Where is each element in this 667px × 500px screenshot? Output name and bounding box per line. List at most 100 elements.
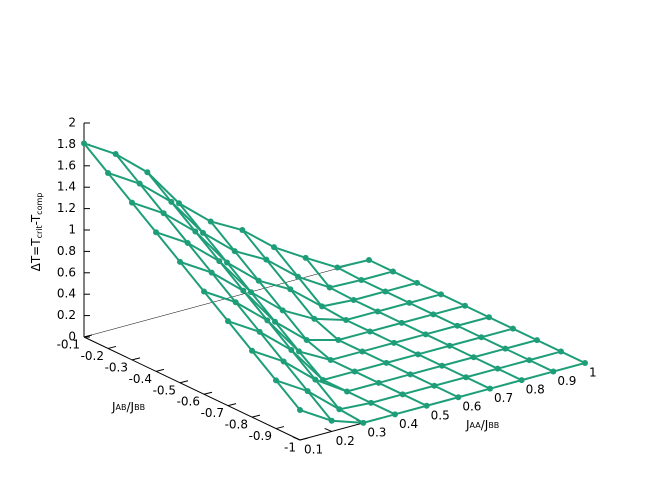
surface-point [350, 297, 357, 303]
y-tick [107, 345, 117, 349]
surface-point [406, 299, 413, 306]
surface-point [343, 317, 349, 323]
surface-point [415, 351, 421, 358]
surface-column [83, 142, 301, 411]
surface-point [239, 227, 246, 234]
surface-point [494, 365, 501, 372]
surface-row [251, 339, 538, 393]
surface-point [326, 284, 333, 291]
surface-point [216, 258, 223, 265]
y-tick-label: -0.7 [201, 406, 224, 420]
surface-point [446, 342, 453, 349]
y-tick [83, 334, 93, 338]
y-label-part: /J [127, 400, 135, 414]
surface-point [297, 407, 303, 414]
surface-point [430, 311, 437, 318]
surface-point [368, 399, 374, 406]
y-tick-label: -0.9 [249, 429, 272, 443]
z-tick-label: 1.4 [57, 180, 76, 194]
y-label-part: AB [116, 403, 127, 412]
surface-column [273, 246, 491, 390]
surface-row [179, 260, 466, 342]
surface-point [207, 218, 214, 225]
surface-point [304, 388, 311, 395]
surface-point [263, 256, 270, 263]
surface-point [295, 273, 301, 280]
surface-point [463, 374, 469, 381]
y-tick [299, 437, 309, 441]
surface-point [319, 303, 325, 310]
surface-point [168, 198, 175, 205]
surface-point [288, 347, 295, 354]
x-label-part: BB [488, 421, 499, 430]
surface-row [203, 290, 490, 362]
surface-point [486, 314, 492, 321]
y-axis [83, 336, 301, 441]
surface-point [81, 140, 87, 147]
surface-point [272, 318, 278, 325]
y-tick-label: -0.5 [153, 383, 176, 397]
z-tick-label: 0.8 [57, 244, 76, 258]
surface-point [296, 348, 302, 355]
x-tick-label: 0.8 [526, 383, 545, 397]
surface-point [518, 377, 525, 384]
surface-point [478, 334, 485, 341]
surface-row [227, 320, 514, 382]
surface-point [302, 254, 309, 261]
z-tick-label: 2 [68, 116, 76, 130]
surface-point [303, 336, 310, 343]
z-tick-label: 1 [68, 223, 76, 237]
surface-point [136, 180, 143, 187]
surface-point [383, 359, 390, 366]
surface-point [273, 377, 279, 384]
x-tick-label: 1 [589, 366, 597, 380]
surface-point [176, 200, 182, 207]
surface-point [422, 331, 429, 338]
surface-point [399, 391, 406, 398]
surface-point [462, 302, 468, 309]
surface-point [112, 151, 119, 158]
surface-point [438, 291, 444, 298]
surface-point [391, 339, 397, 346]
surface-point [264, 317, 271, 324]
surface-point [455, 394, 462, 401]
surface-point [256, 328, 263, 335]
surface-point [177, 258, 183, 265]
x-tick-label: 0.4 [399, 417, 418, 431]
surface-point [335, 337, 342, 343]
surface-point [279, 307, 286, 314]
z-tick-label: 1.6 [57, 158, 76, 172]
surface-row [275, 350, 562, 411]
surface-point [184, 239, 191, 246]
x-tick-label: 0.3 [367, 425, 386, 439]
surface-point [225, 318, 231, 325]
surface-point [360, 419, 367, 426]
x-tick-label: 0.7 [494, 391, 513, 405]
surface-point [334, 264, 341, 271]
y-tick [203, 391, 213, 395]
y-label-part: J [111, 400, 116, 414]
x-tick-label: 0.6 [462, 400, 481, 414]
y-tick-label: -0.8 [225, 418, 248, 432]
x-tick [292, 436, 301, 441]
surface-point [454, 322, 461, 329]
surface-point [208, 269, 215, 276]
x-label-part: /J [481, 418, 489, 432]
surface-point [336, 406, 343, 413]
x-axis-label: JAA/JBB [465, 418, 499, 432]
surface-point [280, 358, 287, 365]
z-tick-label: 0.6 [57, 265, 76, 279]
surface-column [178, 202, 396, 416]
surface-point [366, 257, 372, 263]
surface-point [351, 368, 358, 375]
y-tick [275, 426, 285, 430]
surface-point [359, 348, 366, 355]
surface-point [231, 248, 238, 255]
surface-column [336, 266, 554, 373]
surface-point [374, 308, 381, 315]
surface-point [105, 169, 111, 176]
surface-column [368, 259, 586, 364]
surface-point [240, 287, 247, 294]
surface-point [344, 388, 350, 395]
